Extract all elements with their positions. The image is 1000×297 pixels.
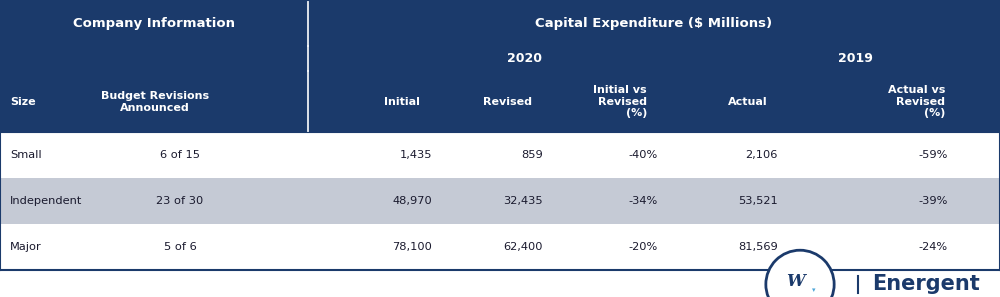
- Text: -34%: -34%: [629, 196, 658, 206]
- Text: Independent: Independent: [10, 196, 82, 206]
- Text: Energent: Energent: [872, 274, 980, 294]
- Text: 859: 859: [521, 150, 543, 160]
- Text: 53,521: 53,521: [738, 196, 778, 206]
- Text: Budget Revisions
Announced: Budget Revisions Announced: [101, 91, 209, 113]
- Text: 32,435: 32,435: [503, 196, 543, 206]
- Text: Small: Small: [10, 150, 42, 160]
- Text: 2019: 2019: [838, 52, 872, 65]
- Bar: [0, 270, 1000, 297]
- Bar: [0, 224, 1000, 270]
- Text: -59%: -59%: [919, 150, 948, 160]
- Text: Actual: Actual: [728, 97, 768, 107]
- Text: 48,970: 48,970: [392, 196, 432, 206]
- Ellipse shape: [766, 250, 834, 297]
- Bar: [0, 178, 1000, 224]
- Text: 78,100: 78,100: [392, 242, 432, 252]
- Text: ▾: ▾: [812, 287, 816, 293]
- Text: 62,400: 62,400: [504, 242, 543, 252]
- Bar: [0, 132, 1000, 178]
- Bar: [0, 71, 1000, 132]
- Text: Revised: Revised: [483, 97, 532, 107]
- Text: 2,106: 2,106: [746, 150, 778, 160]
- Text: Initial: Initial: [384, 97, 420, 107]
- Text: W: W: [786, 273, 804, 290]
- Text: 6 of 15: 6 of 15: [160, 150, 200, 160]
- Text: 5 of 6: 5 of 6: [164, 242, 196, 252]
- Bar: [0, 0, 1000, 46]
- Text: -40%: -40%: [629, 150, 658, 160]
- Text: 81,569: 81,569: [738, 242, 778, 252]
- Text: 1,435: 1,435: [400, 150, 432, 160]
- Text: -39%: -39%: [919, 196, 948, 206]
- Text: -24%: -24%: [919, 242, 948, 252]
- Text: -20%: -20%: [629, 242, 658, 252]
- Text: Company Information: Company Information: [73, 17, 235, 29]
- Text: Major: Major: [10, 242, 42, 252]
- Text: 2020: 2020: [508, 52, 542, 65]
- Text: Initial vs
Revised
(%): Initial vs Revised (%): [593, 85, 647, 118]
- Text: Size: Size: [10, 97, 36, 107]
- Text: Capital Expenditure ($ Millions): Capital Expenditure ($ Millions): [535, 17, 773, 29]
- Text: 23 of 30: 23 of 30: [156, 196, 204, 206]
- Text: Actual vs
Revised
(%): Actual vs Revised (%): [888, 85, 945, 118]
- Bar: [0, 46, 1000, 71]
